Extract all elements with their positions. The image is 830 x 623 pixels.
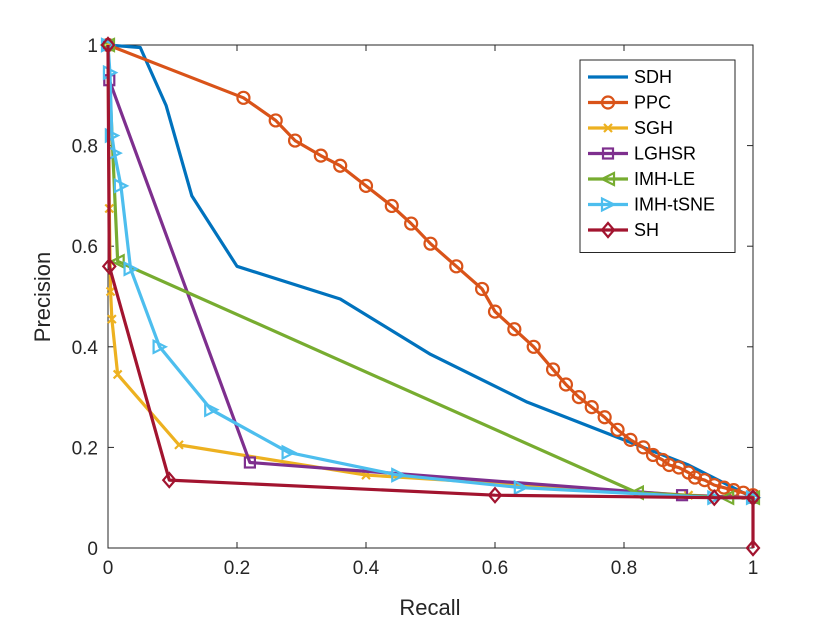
data-point-circle	[475, 281, 490, 297]
data-point-diamond	[706, 489, 722, 507]
x-tick-label: 0.2	[224, 558, 250, 579]
data-point-diamond	[161, 471, 177, 489]
data-point-cross	[603, 123, 613, 133]
data-point-circle	[623, 432, 638, 447]
y-tick-label: 0	[87, 539, 98, 560]
data-point-circle	[236, 90, 251, 105]
data-point-triangle-right	[600, 196, 617, 213]
data-point-diamond	[745, 539, 761, 557]
data-point-diamond	[100, 36, 116, 54]
x-axis-title: Recall	[399, 595, 460, 620]
data-point-triangle-right	[102, 64, 119, 81]
data-point-cross	[112, 369, 123, 380]
data-point-triangle-right	[513, 479, 530, 496]
legend-label: SDH	[634, 67, 672, 87]
series-group	[99, 36, 762, 557]
data-point-circle	[662, 457, 677, 473]
legend-item: IMH-LE	[588, 169, 695, 189]
data-point-circle	[449, 259, 464, 274]
data-point-triangle-right	[152, 339, 169, 355]
data-point-triangle-right	[104, 127, 121, 144]
data-point-circle	[716, 480, 732, 495]
y-tick-label: 0.4	[72, 338, 99, 359]
data-point-triangle-right	[123, 261, 140, 277]
data-point-square	[243, 456, 256, 469]
legend-label: IMH-tSNE	[634, 195, 715, 215]
y-axis-title: Precision	[30, 252, 55, 342]
data-point-triangle-left	[599, 171, 616, 187]
legend-item: IMH-tSNE	[588, 195, 715, 215]
series-line	[106, 44, 753, 500]
x-tick-label: 0.6	[482, 558, 508, 579]
legend-item: SH	[588, 220, 659, 240]
data-point-cross	[107, 314, 117, 324]
data-point-cross	[174, 440, 184, 450]
data-point-triangle-right	[391, 467, 407, 483]
data-point-circle	[610, 422, 625, 437]
data-point-diamond	[745, 489, 761, 507]
axis-ticks: 0 0.2 0.4 0.6 0.8 1 0 0.2 0.4 0.6 0.8 1	[72, 36, 759, 579]
data-point-circle	[558, 377, 574, 392]
data-point-circle	[423, 236, 438, 251]
y-tick-label: 0.2	[72, 438, 98, 459]
data-point-circle	[526, 339, 541, 354]
data-point-triangle-right	[113, 178, 130, 194]
series-ppc	[100, 37, 761, 503]
legend-item: PPC	[588, 93, 671, 113]
data-point-triangle-right	[281, 444, 298, 461]
data-point-diamond	[101, 257, 117, 276]
y-tick-label: 0.6	[72, 237, 98, 258]
data-point-circle	[268, 113, 283, 128]
x-tick-label: 0	[103, 558, 114, 579]
legend-item: LGHSR	[588, 144, 696, 164]
data-point-circle	[358, 178, 374, 193]
legend-label: SH	[634, 220, 659, 240]
y-tick-label: 1	[87, 36, 98, 57]
data-point-circle	[636, 440, 651, 455]
data-point-circle	[584, 400, 599, 415]
y-tick-label: 0.8	[72, 137, 98, 158]
data-point-circle	[313, 148, 328, 163]
data-point-circle	[507, 322, 522, 337]
data-point-triangle-right	[204, 401, 220, 418]
data-point-circle	[545, 362, 561, 377]
data-point-circle	[597, 410, 612, 425]
legend-label: SGH	[634, 118, 673, 138]
legend: SDH PPC SGH LGHSR IMH-LE IMH-tSNE SH	[579, 59, 736, 253]
data-point-circle	[333, 158, 348, 173]
data-point-circle	[600, 95, 616, 110]
x-tick-label: 0.8	[611, 558, 637, 579]
series-sh	[100, 36, 761, 557]
legend-label: LGHSR	[634, 144, 696, 164]
legend-label: PPC	[634, 93, 671, 113]
legend-item: SDH	[588, 67, 672, 87]
data-point-cross	[105, 286, 116, 297]
data-point-diamond	[600, 221, 616, 239]
series-line	[106, 44, 755, 548]
data-point-square	[601, 147, 615, 160]
data-point-circle	[404, 216, 419, 231]
data-point-circle	[487, 304, 503, 319]
data-point-circle	[287, 133, 303, 148]
data-point-circle	[384, 198, 399, 214]
data-point-circle	[687, 470, 703, 485]
data-point-diamond	[487, 486, 503, 504]
x-tick-label: 1	[748, 558, 759, 579]
x-tick-label: 0.4	[353, 558, 380, 579]
legend-box	[579, 59, 736, 253]
data-point-circle	[571, 390, 586, 405]
legend-item: SGH	[588, 118, 673, 138]
legend-label: IMH-LE	[634, 169, 695, 189]
